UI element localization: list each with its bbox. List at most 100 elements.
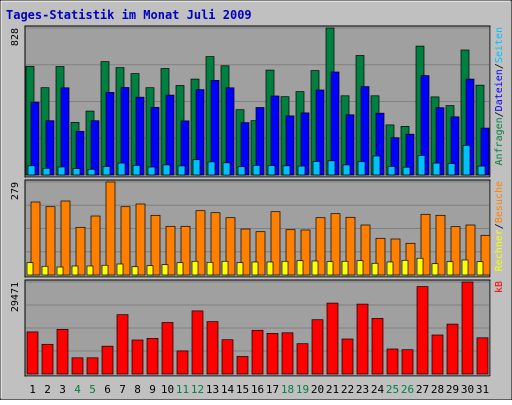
y-axis-max-label: 828 <box>10 28 21 46</box>
bar-besuche-day-3 <box>60 200 71 276</box>
bar-dateien-day-14 <box>225 87 235 176</box>
bar-seiten-day-10 <box>162 164 171 176</box>
bar-seiten-day-7 <box>117 162 126 176</box>
bar-rechner-day-31 <box>476 261 484 276</box>
bar-kb-day-14 <box>221 339 234 375</box>
bar-kb-day-17 <box>266 333 279 375</box>
legend-entry-dateien: Dateien <box>494 69 505 111</box>
x-tick-label-day-20: 20 <box>311 383 324 396</box>
bar-rechner-day-15 <box>236 262 244 276</box>
x-tick-label-day-17: 17 <box>266 383 279 396</box>
bar-dateien-day-5 <box>90 120 100 176</box>
bar-seiten-day-18 <box>282 165 291 176</box>
bar-rechner-day-7 <box>116 263 124 276</box>
bar-seiten-day-8 <box>132 165 141 176</box>
bar-kb-day-26 <box>401 349 414 375</box>
bar-seiten-day-19 <box>297 165 306 176</box>
x-tick-label-day-31: 31 <box>476 383 489 396</box>
bar-besuche-day-15 <box>240 228 251 276</box>
bar-dateien-day-17 <box>270 95 280 176</box>
bar-besuche-day-20 <box>315 217 326 276</box>
bar-rechner-day-1 <box>26 262 34 276</box>
bar-kb-day-6 <box>101 345 114 375</box>
bar-seiten-day-17 <box>267 165 276 176</box>
bar-rechner-day-2 <box>41 265 49 276</box>
legend-separator: / <box>494 111 505 117</box>
bar-dateien-day-16 <box>255 107 265 176</box>
bar-kb-day-18 <box>281 332 294 375</box>
bar-rechner-day-10 <box>161 264 169 276</box>
bar-kb-day-31 <box>476 337 489 375</box>
bar-besuche-day-25 <box>390 238 401 276</box>
x-tick-label-day-3: 3 <box>59 383 66 396</box>
bar-kb-day-3 <box>56 329 69 375</box>
x-tick-label-day-4: 4 <box>74 383 81 396</box>
bar-dateien-day-2 <box>45 120 55 176</box>
x-tick-label-day-9: 9 <box>149 383 156 396</box>
bar-rechner-day-3 <box>56 266 64 276</box>
y-axis-max-label: 279 <box>10 182 21 200</box>
x-tick-label-day-27: 27 <box>416 383 429 396</box>
x-tick-label-day-15: 15 <box>236 383 249 396</box>
bar-rechner-day-28 <box>431 263 439 276</box>
bar-rechner-day-6 <box>101 264 109 276</box>
bar-rechner-day-5 <box>86 265 94 276</box>
legend-entry-besuche: Besuche <box>494 181 505 223</box>
x-tick-label-day-11: 11 <box>176 383 189 396</box>
bar-besuche-day-16 <box>255 231 266 276</box>
bar-seiten-day-4 <box>72 168 81 176</box>
x-tick-label-day-23: 23 <box>356 383 369 396</box>
legend-separator: / <box>494 63 505 69</box>
x-tick-label-day-7: 7 <box>119 383 126 396</box>
bar-kb-day-13 <box>206 321 219 375</box>
bar-seiten-day-23 <box>357 161 366 176</box>
x-tick-label-day-8: 8 <box>134 383 141 396</box>
bar-seiten-day-21 <box>327 160 336 176</box>
bar-seiten-day-14 <box>222 162 231 176</box>
bar-kb-day-23 <box>356 303 369 375</box>
x-tick-label-day-2: 2 <box>44 383 51 396</box>
bar-rechner-day-12 <box>191 260 199 276</box>
legend-separator: / <box>494 223 505 229</box>
bar-rechner-day-27 <box>416 257 424 276</box>
x-tick-label-day-29: 29 <box>446 383 459 396</box>
x-tick-label-day-12: 12 <box>191 383 204 396</box>
bar-kb-day-11 <box>176 350 189 375</box>
bar-besuche-day-9 <box>150 214 161 276</box>
x-tick-label-day-19: 19 <box>296 383 309 396</box>
bar-kb-day-16 <box>251 329 264 375</box>
bar-seiten-day-11 <box>177 165 186 176</box>
bar-rechner-day-17 <box>266 261 274 276</box>
bar-rechner-day-8 <box>131 266 139 276</box>
x-tick-label-day-28: 28 <box>431 383 444 396</box>
bar-rechner-day-20 <box>311 260 319 276</box>
bar-seiten-day-22 <box>342 164 351 176</box>
bar-besuche-day-30 <box>465 224 476 276</box>
bar-rechner-day-11 <box>176 262 184 276</box>
bar-rechner-day-18 <box>281 260 289 276</box>
bar-kb-day-30 <box>461 281 474 375</box>
x-tick-label-day-26: 26 <box>401 383 414 396</box>
bar-besuche-day-22 <box>345 216 356 276</box>
bar-seiten-day-15 <box>237 166 246 176</box>
bar-besuche-day-21 <box>330 213 341 276</box>
bar-kb-day-12 <box>191 310 204 375</box>
bar-rechner-day-13 <box>206 261 214 276</box>
bar-rechner-day-16 <box>251 261 259 276</box>
bar-kb-day-20 <box>311 319 324 375</box>
x-axis-day-labels: 1 2 3 4 5 6 7 8 9 10 11 12 13 14 15 16 17 18 19 20 21 22 23 24 2… <box>29 383 489 396</box>
bar-besuche-day-5 <box>90 215 101 276</box>
bar-besuche-day-29 <box>450 226 461 276</box>
panel-middle: 279 Rechner/Besuche <box>10 179 505 278</box>
bar-kb-day-24 <box>371 318 384 375</box>
bar-seiten-day-27 <box>417 155 426 176</box>
bar-seiten-day-16 <box>252 165 261 176</box>
bar-kb-day-5 <box>86 357 99 375</box>
bar-kb-day-27 <box>416 286 429 375</box>
bar-seiten-day-5 <box>87 168 96 176</box>
bar-kb-day-4 <box>71 357 84 375</box>
bar-seiten-day-28 <box>432 162 441 176</box>
x-tick-label-day-10: 10 <box>161 383 174 396</box>
